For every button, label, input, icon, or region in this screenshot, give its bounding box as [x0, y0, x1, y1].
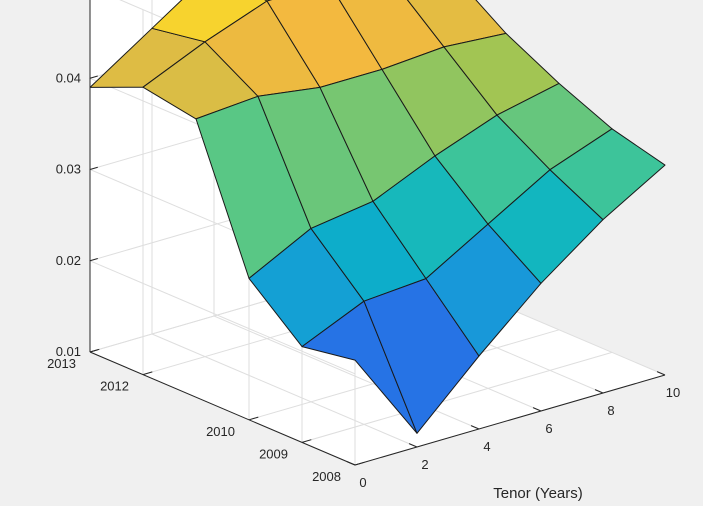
z-tick-mark: [89, 166, 98, 170]
x-tick-label: 0: [359, 475, 366, 490]
z-tick-label: 0.03: [56, 162, 81, 177]
x-tick-label: 8: [607, 403, 614, 418]
z-tick-label: 0.04: [56, 70, 81, 85]
y-tick-mark: [354, 461, 365, 466]
z-tick-mark: [89, 258, 98, 262]
y-tick-label: 2013: [47, 356, 76, 371]
x-tick-mark: [532, 407, 542, 412]
x-tick-mark: [470, 425, 480, 430]
x-tick-mark: [594, 389, 604, 394]
x-tick-mark: [408, 443, 418, 448]
z-tick-mark: [89, 75, 98, 79]
x-tick-label: 4: [483, 439, 490, 454]
y-axis-line: [89, 351, 356, 466]
z-tick-label: 0.01: [56, 344, 81, 359]
y-tick-mark: [301, 439, 312, 443]
x-tick-label: 2: [421, 457, 428, 472]
y-tick-mark: [248, 416, 259, 421]
y-tick-label: 2008: [312, 469, 341, 484]
y-tick-label: 2012: [100, 379, 129, 394]
x-tick-label: 6: [545, 421, 552, 436]
surface-patches: [89, 0, 666, 434]
x-axis-label: Tenor (Years): [493, 485, 583, 502]
y-tick-label: 2009: [259, 446, 288, 461]
x-tick-label: 10: [666, 385, 680, 400]
surface-patch: [549, 128, 666, 221]
y-tick-label: 2010: [206, 424, 235, 439]
z-tick-mark: [89, 349, 98, 353]
y-tick-mark: [142, 371, 153, 376]
z-tick-label: 0.02: [56, 253, 81, 268]
x-tick-mark: [346, 461, 356, 466]
x-axis-line: [354, 374, 666, 466]
x-tick-mark: [656, 371, 666, 376]
